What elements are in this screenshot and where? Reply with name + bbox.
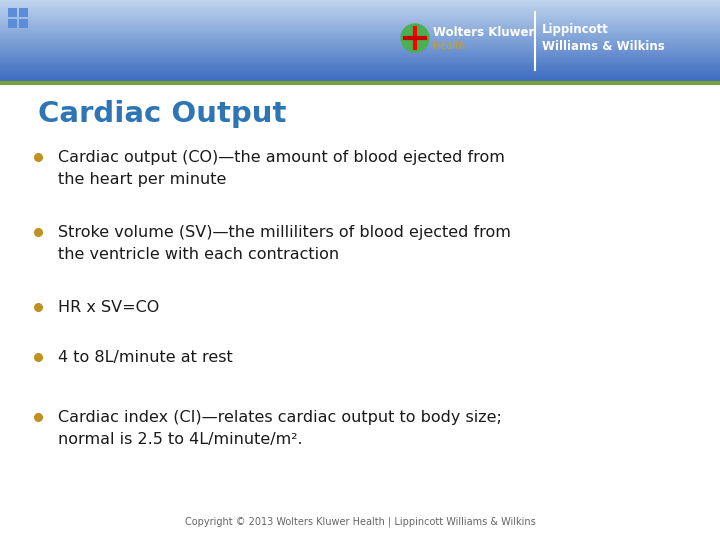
Bar: [0, 50, 720, 51]
Bar: [0, 6, 720, 8]
Text: 4 to 8L/minute at rest: 4 to 8L/minute at rest: [58, 350, 233, 365]
Bar: [0, 14, 720, 15]
Bar: [0, 32, 720, 33]
Bar: [19, 19, 28, 28]
Bar: [0, 79, 720, 80]
Bar: [0, 78, 720, 79]
Bar: [0, 26, 720, 27]
Bar: [0, 23, 720, 24]
Bar: [0, 63, 720, 64]
Bar: [0, 74, 720, 75]
Bar: [0, 4, 720, 5]
Text: Lippincott: Lippincott: [542, 24, 609, 37]
Text: Stroke volume (SV)—the milliliters of blood ejected from: Stroke volume (SV)—the milliliters of bl…: [58, 225, 511, 240]
Bar: [0, 59, 720, 60]
Bar: [0, 47, 720, 48]
Bar: [0, 45, 720, 46]
Text: normal is 2.5 to 4L/minute/m².: normal is 2.5 to 4L/minute/m².: [58, 432, 302, 447]
Bar: [0, 22, 720, 23]
Text: Cardiac output (CO)—the amount of blood ejected from: Cardiac output (CO)—the amount of blood …: [58, 150, 505, 165]
Bar: [0, 69, 720, 70]
Bar: [0, 64, 720, 65]
Bar: [0, 43, 720, 44]
Bar: [0, 1, 720, 2]
Text: Cardiac index (CI)—relates cardiac output to body size;: Cardiac index (CI)—relates cardiac outpu…: [58, 410, 502, 425]
Bar: [0, 12, 720, 13]
Bar: [0, 66, 720, 68]
Bar: [0, 16, 720, 17]
Bar: [0, 33, 720, 35]
Bar: [0, 44, 720, 45]
Bar: [0, 39, 720, 40]
Bar: [0, 53, 720, 54]
Bar: [0, 31, 720, 32]
Bar: [0, 62, 720, 63]
Text: the heart per minute: the heart per minute: [58, 172, 226, 187]
Bar: [0, 15, 720, 16]
Bar: [0, 51, 720, 52]
Bar: [0, 13, 720, 14]
Bar: [8, 19, 17, 28]
Bar: [0, 36, 720, 37]
Bar: [0, 3, 720, 4]
Bar: [0, 8, 720, 9]
Text: Cardiac Output: Cardiac Output: [38, 100, 287, 128]
Bar: [0, 72, 720, 73]
Bar: [0, 57, 720, 58]
Text: Wolters Kluwer: Wolters Kluwer: [433, 25, 534, 38]
Bar: [0, 48, 720, 49]
Bar: [0, 73, 720, 74]
Bar: [0, 46, 720, 47]
Bar: [0, 35, 720, 36]
Bar: [0, 49, 720, 50]
Bar: [0, 81, 720, 82]
Bar: [0, 18, 720, 19]
Bar: [0, 5, 720, 6]
Bar: [0, 68, 720, 69]
Bar: [0, 52, 720, 53]
Text: Copyright © 2013 Wolters Kluwer Health | Lippincott Williams & Wilkins: Copyright © 2013 Wolters Kluwer Health |…: [184, 517, 536, 527]
Text: the ventricle with each contraction: the ventricle with each contraction: [58, 247, 339, 262]
Text: HR x SV=CO: HR x SV=CO: [58, 300, 159, 315]
Bar: [0, 42, 720, 43]
Bar: [0, 29, 720, 30]
Bar: [0, 11, 720, 12]
Bar: [0, 71, 720, 72]
Text: Williams & Wilkins: Williams & Wilkins: [542, 39, 665, 52]
Bar: [0, 17, 720, 18]
Bar: [0, 24, 720, 25]
Bar: [0, 80, 720, 81]
Bar: [0, 0, 720, 1]
Bar: [0, 54, 720, 55]
Bar: [0, 56, 720, 57]
Bar: [0, 30, 720, 31]
Bar: [0, 77, 720, 78]
Bar: [0, 55, 720, 56]
Bar: [0, 75, 720, 76]
Bar: [0, 40, 720, 41]
Bar: [0, 10, 720, 11]
Bar: [0, 28, 720, 29]
Bar: [0, 70, 720, 71]
Bar: [0, 76, 720, 77]
Text: Health: Health: [433, 41, 465, 51]
Bar: [0, 25, 720, 26]
Bar: [19, 8, 28, 17]
Bar: [0, 19, 720, 21]
Bar: [0, 27, 720, 28]
Bar: [0, 41, 720, 42]
Bar: [0, 38, 720, 39]
Bar: [0, 2, 720, 3]
Bar: [0, 60, 720, 62]
Bar: [8, 8, 17, 17]
Bar: [0, 9, 720, 10]
Bar: [0, 37, 720, 38]
Bar: [0, 21, 720, 22]
Bar: [0, 58, 720, 59]
Bar: [0, 65, 720, 66]
Circle shape: [401, 24, 429, 52]
